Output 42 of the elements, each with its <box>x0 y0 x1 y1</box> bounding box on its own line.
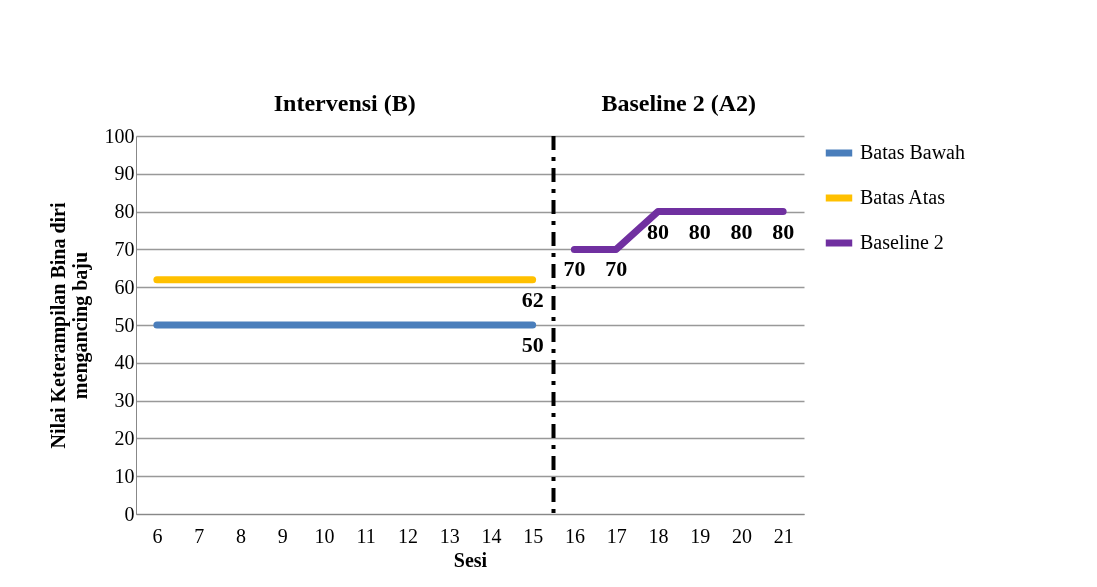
x-tick-label: 13 <box>439 524 460 547</box>
x-axis-title: Sesi <box>453 548 488 571</box>
x-tick-label: 14 <box>481 524 502 547</box>
data-label: 70 <box>605 256 628 282</box>
x-tick-label: 8 <box>235 524 246 547</box>
y-tick-label: 20 <box>114 426 135 449</box>
y-tick-label: 10 <box>114 464 135 487</box>
y-tick-label: 100 <box>104 124 135 147</box>
x-tick-label: 19 <box>690 524 711 547</box>
text: Intervensi (B) <box>273 90 416 116</box>
y-tick-label: 90 <box>114 162 135 185</box>
data-label: 80 <box>688 218 711 244</box>
x-tick-label: 20 <box>731 524 752 547</box>
x-tick-label: 7 <box>194 524 205 547</box>
y-tick-label: 80 <box>114 200 135 223</box>
data-label: 62 <box>521 286 544 312</box>
data-label: 50 <box>521 332 544 357</box>
x-tick-label: 18 <box>648 524 669 547</box>
y-tick-label: 70 <box>114 237 135 260</box>
text: Baseline 2 (A2) <box>601 90 757 116</box>
y-tick-label: 30 <box>114 389 135 412</box>
x-tick-label: 10 <box>314 524 335 547</box>
y-tick-label: 0 <box>124 502 135 525</box>
y-tick-label: 60 <box>114 275 135 298</box>
legend-label: Baseline 2 <box>860 231 944 253</box>
data-label: 80 <box>772 218 795 244</box>
y-tick-label: 40 <box>114 351 135 374</box>
legend-label: Batas Bawah <box>860 141 965 163</box>
x-tick-label: 6 <box>152 524 163 547</box>
data-label: 80 <box>730 218 753 244</box>
x-tick-label: 21 <box>773 524 794 547</box>
data-label: 80 <box>646 218 669 244</box>
y-tick-label: 50 <box>114 313 135 336</box>
legend-label: Batas Atas <box>860 186 946 208</box>
x-tick-label: 12 <box>397 524 418 547</box>
x-tick-label: 11 <box>356 524 376 547</box>
y-axis-title: Nilai Keterampilan Bina diri mengancing baju <box>46 202 92 449</box>
x-tick-label: 16 <box>564 524 585 547</box>
x-tick-label: 17 <box>606 524 627 547</box>
x-tick-label: 15 <box>523 524 544 547</box>
data-label: 70 <box>563 256 586 282</box>
x-tick-label: 9 <box>277 524 288 547</box>
